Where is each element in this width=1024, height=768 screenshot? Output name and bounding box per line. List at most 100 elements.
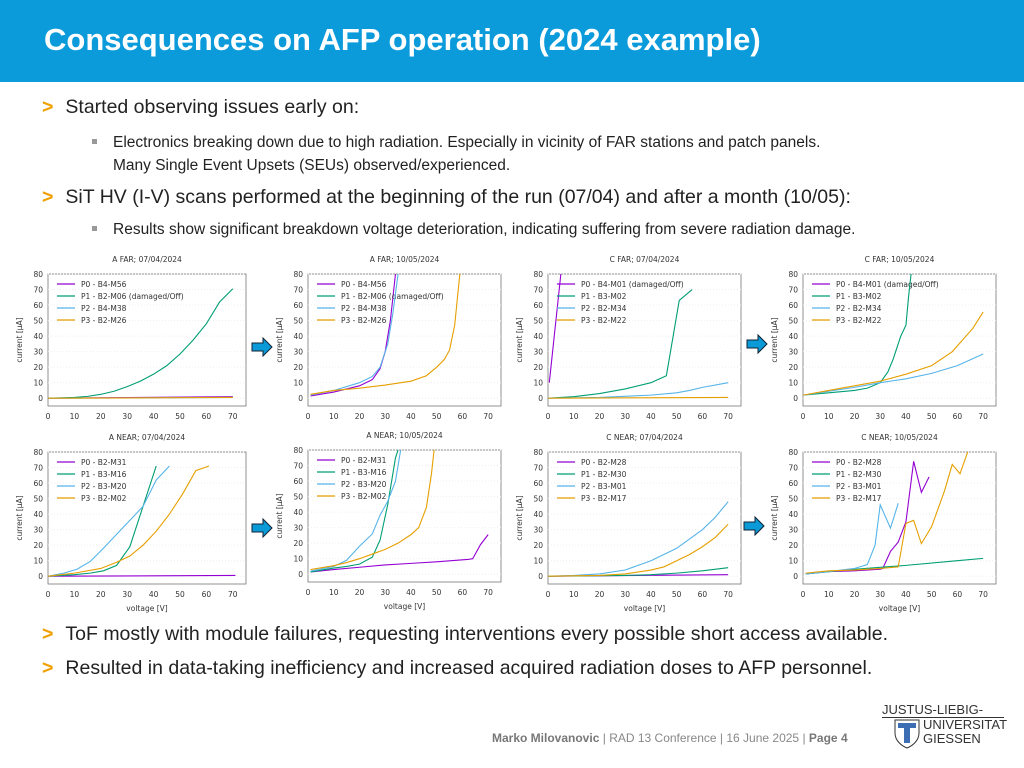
x-tick-label: 0: [801, 590, 806, 599]
series-line-p2: [548, 501, 729, 577]
y-tick-label: 50: [293, 317, 303, 326]
x-tick-label: 20: [850, 590, 860, 599]
legend-label: P1 - B2-M30: [836, 470, 882, 479]
y-tick-label: 40: [533, 332, 543, 341]
plot-area: [47, 451, 247, 585]
y-tick-label: 40: [33, 510, 43, 519]
series-line-p2: [310, 274, 399, 396]
legend-label: P0 - B4-M01 (damaged/Off): [581, 280, 684, 289]
x-tick-label: 40: [646, 412, 656, 421]
series-line-p0: [310, 274, 397, 397]
y-tick-label: 10: [33, 379, 43, 388]
legend-label: P3 - B2-M26: [81, 316, 127, 325]
square-bullet-icon: [92, 139, 97, 144]
chart-svg: A FAR; 10/05/2024 0 10 20 30 40 50 60 70 80 0 10 20 3…: [275, 255, 502, 421]
x-tick-label: 40: [901, 412, 911, 421]
series-line-p1: [548, 289, 693, 399]
legend-label: P1 - B3-M16: [341, 468, 387, 477]
y-tick-label: 20: [33, 363, 43, 372]
y-axis-label: current [µA]: [15, 495, 24, 540]
legend-label: P2 - B3-M01: [836, 482, 882, 491]
x-tick-label: 70: [228, 590, 238, 599]
series-line-p1: [48, 288, 234, 399]
chart-svg: C FAR; 07/04/2024 0 10 20 30 40 50 60 70 80 0 10 20 3…: [515, 255, 742, 421]
y-tick-label: 20: [293, 539, 303, 548]
x-axis-label: voltage [V]: [126, 604, 167, 613]
y-tick-label: 20: [293, 363, 303, 372]
chart-title: C NEAR; 10/05/2024: [861, 433, 938, 442]
bullet-2: > SiT HV (I-V) scans performed at the beg…: [42, 186, 851, 209]
y-tick-label: 0: [793, 394, 798, 403]
footer-separator: |: [602, 731, 606, 745]
right-arrow-icon: [746, 334, 768, 354]
chart-svg: A NEAR; 10/05/2024 0 10 20 30 40 50 60 70 80 0 10 20…: [275, 431, 502, 611]
legend-label: P3 - B2-M26: [341, 316, 387, 325]
y-tick-label: 0: [38, 572, 43, 581]
y-tick-label: 60: [293, 301, 303, 310]
x-tick-label: 0: [46, 590, 51, 599]
x-tick-label: 40: [149, 412, 159, 421]
x-tick-label: 10: [70, 590, 80, 599]
y-tick-label: 30: [293, 524, 303, 533]
x-tick-label: 0: [46, 412, 51, 421]
y-tick-label: 40: [33, 332, 43, 341]
y-axis-label: current [µA]: [770, 495, 779, 540]
x-tick-label: 20: [355, 412, 365, 421]
footer-conference: RAD 13 Conference | 16 June 2025: [609, 731, 800, 745]
y-tick-label: 80: [533, 270, 543, 279]
legend-label: P2 - B3-M01: [581, 482, 627, 491]
footer-author: Marko Milovanovic: [492, 731, 600, 745]
y-tick-label: 50: [533, 317, 543, 326]
x-tick-label: 60: [953, 590, 963, 599]
x-tick-label: 50: [672, 412, 682, 421]
legend-label: P2 - B3-M20: [81, 482, 127, 491]
x-tick-label: 10: [824, 412, 834, 421]
chart-title: C FAR; 10/05/2024: [865, 255, 935, 264]
x-tick-label: 50: [175, 412, 185, 421]
x-tick-label: 60: [458, 412, 468, 421]
y-tick-label: 10: [533, 379, 543, 388]
legend-label: P1 - B3-M16: [81, 470, 127, 479]
x-axis-label: voltage [V]: [384, 602, 425, 611]
chart-svg: C NEAR; 10/05/2024 0 10 20 30 40 50 60 70 80 0 10 20…: [770, 433, 997, 613]
bullet-marker: >: [42, 96, 54, 118]
legend-label: P2 - B2-M34: [581, 304, 627, 313]
bullet-text: ToF mostly with module failures, request…: [65, 623, 889, 645]
series-line-p1: [548, 567, 729, 577]
footer-separator: |: [802, 731, 806, 745]
y-tick-label: 60: [293, 477, 303, 486]
chart-title: C NEAR; 07/04/2024: [606, 433, 683, 442]
y-tick-label: 60: [533, 301, 543, 310]
series-line-p1: [803, 274, 912, 396]
logo-line-2: UNIVERSITAT: [923, 717, 1008, 732]
series-line-p1: [48, 465, 157, 577]
bullet-3: > ToF mostly with module failures, reques…: [42, 623, 888, 646]
y-tick-label: 50: [293, 493, 303, 502]
x-tick-label: 30: [875, 590, 885, 599]
y-tick-label: 60: [788, 301, 798, 310]
bullet-text: Resulted in data-taking inefficiency and…: [65, 657, 873, 679]
y-axis-label: current [µA]: [515, 495, 524, 540]
x-tick-label: 60: [953, 412, 963, 421]
y-tick-label: 20: [533, 363, 543, 372]
y-tick-label: 40: [788, 332, 798, 341]
x-tick-label: 20: [96, 412, 106, 421]
y-tick-label: 60: [33, 479, 43, 488]
x-tick-label: 20: [595, 590, 605, 599]
y-tick-label: 50: [33, 495, 43, 504]
y-axis-label: current [µA]: [515, 317, 524, 362]
logo-line-2-3: UNIVERSITAT GIESSEN: [923, 718, 1007, 746]
y-tick-label: 0: [538, 572, 543, 581]
x-tick-label: 20: [595, 412, 605, 421]
chart-c-near-1005: C NEAR; 10/05/2024 0 10 20 30 40 50 60 70 80 0 10 20…: [767, 430, 1002, 614]
y-axis-label: current [µA]: [275, 317, 284, 362]
x-tick-label: 0: [306, 412, 311, 421]
y-tick-label: 30: [33, 348, 43, 357]
y-tick-label: 0: [538, 394, 543, 403]
y-tick-label: 10: [293, 379, 303, 388]
y-tick-label: 70: [33, 286, 43, 295]
footer-page: Page 4: [808, 731, 848, 745]
y-tick-label: 70: [788, 286, 798, 295]
bullet-marker: >: [42, 186, 54, 208]
legend-label: P3 - B2-M17: [836, 494, 882, 503]
